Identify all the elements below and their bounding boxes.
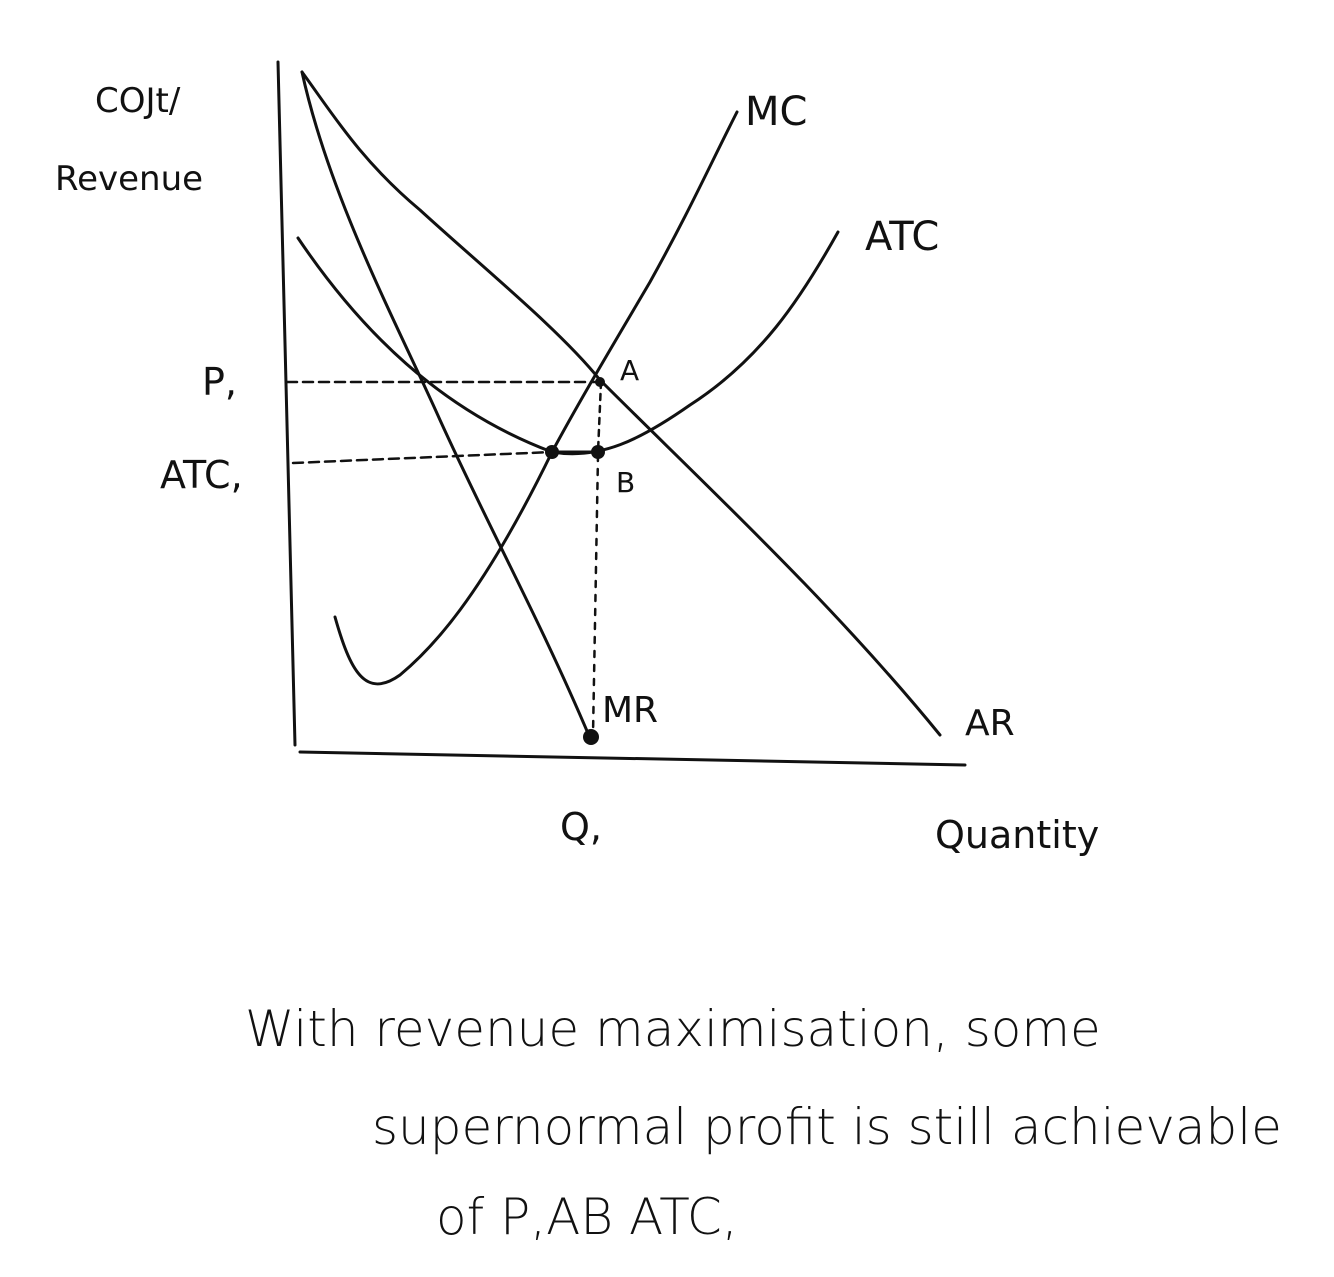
atc1-guide-line [291, 450, 554, 465]
ab-guide-line [596, 380, 603, 454]
y-axis-label-line1: COJt/ [95, 81, 181, 121]
caption-line-3: of P,AB ATC, [436, 1188, 738, 1246]
mr-zero-marker [583, 729, 599, 745]
point-b-marker [591, 445, 605, 459]
y-axis [276, 60, 297, 747]
caption-line-1: With revenue maximisation, some [245, 1000, 1101, 1058]
mc-curve [333, 110, 739, 686]
ar-curve [300, 70, 942, 737]
q1-guide-line [591, 453, 600, 737]
mr-label: MR [602, 690, 658, 731]
tick-q1: Q, [560, 805, 602, 849]
atc-curve [296, 230, 840, 456]
mc-label: MC [745, 89, 807, 135]
caption-line-2: supernormal profit is still achievable [372, 1098, 1282, 1156]
x-axis [298, 750, 967, 767]
ar-label: AR [965, 703, 1015, 744]
point-b-label: B [616, 466, 635, 499]
atc-mc-min-marker [545, 445, 559, 459]
y-axis-label-line2: Revenue [55, 159, 203, 199]
tick-atc1: ATC, [160, 453, 243, 497]
atc-label: ATC [865, 214, 939, 260]
point-a-marker [595, 377, 605, 387]
x-axis-label: Quantity [935, 813, 1099, 857]
tick-p1: P, [202, 360, 237, 404]
mr-curve [300, 70, 592, 740]
point-a-label: A [620, 354, 639, 387]
